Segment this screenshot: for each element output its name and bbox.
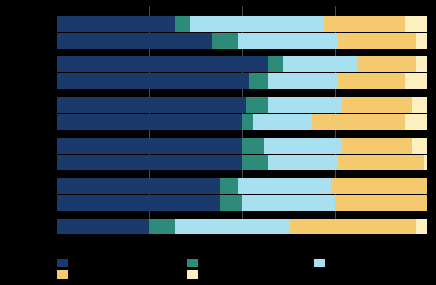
Bar (405, 114, 427, 130)
Bar (290, 219, 416, 235)
Bar (57, 178, 220, 194)
Bar (416, 219, 427, 235)
Bar (312, 114, 405, 130)
Bar (175, 219, 290, 235)
Bar (283, 56, 357, 72)
Bar (412, 97, 427, 113)
Bar (242, 155, 268, 170)
Bar (57, 74, 249, 89)
Bar (324, 16, 405, 32)
Bar (57, 195, 220, 211)
Bar (149, 219, 175, 235)
Bar (405, 74, 427, 89)
Bar (268, 155, 338, 170)
Bar (246, 97, 268, 113)
Bar (242, 138, 264, 154)
Bar (220, 195, 242, 211)
Bar (57, 16, 175, 32)
Bar (175, 16, 190, 32)
Bar (238, 33, 338, 48)
Bar (338, 155, 423, 170)
Bar (335, 195, 427, 211)
Bar (357, 56, 416, 72)
Bar (57, 56, 268, 72)
Bar (57, 33, 212, 48)
Bar (264, 138, 342, 154)
Bar (220, 178, 238, 194)
Bar (249, 74, 268, 89)
Bar (338, 33, 416, 48)
Bar (57, 219, 149, 235)
Bar (57, 155, 242, 170)
Bar (405, 16, 427, 32)
Bar (412, 138, 427, 154)
Bar (212, 33, 238, 48)
Bar (331, 178, 427, 194)
Bar (416, 56, 427, 72)
Bar (268, 74, 338, 89)
Bar (57, 114, 242, 130)
Bar (342, 138, 412, 154)
Bar (57, 138, 242, 154)
Bar (416, 33, 427, 48)
Bar (338, 74, 405, 89)
Bar (242, 114, 253, 130)
Bar (268, 97, 342, 113)
Bar (242, 195, 334, 211)
Bar (268, 56, 283, 72)
Bar (190, 16, 324, 32)
Bar (253, 114, 312, 130)
Bar (238, 178, 331, 194)
Bar (342, 97, 412, 113)
Bar (57, 97, 246, 113)
Bar (424, 155, 427, 170)
